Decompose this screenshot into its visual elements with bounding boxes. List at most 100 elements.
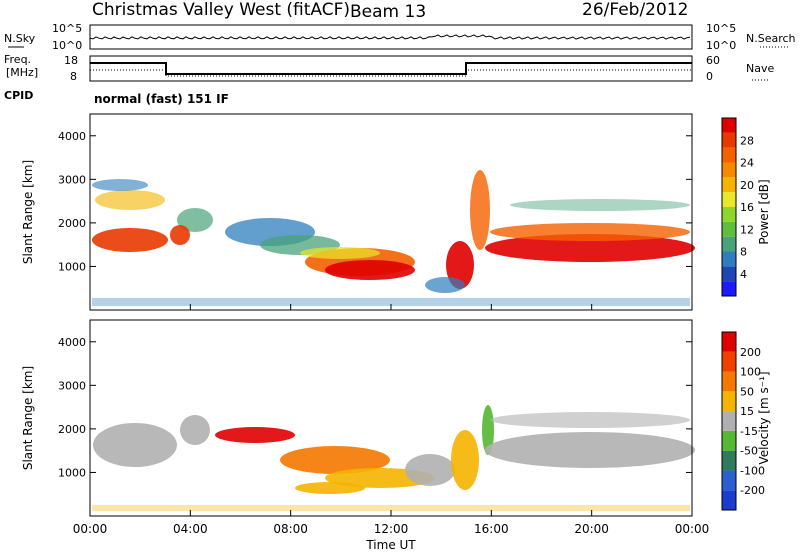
- power-colorbar-segment: [722, 266, 736, 282]
- velocity-colorbar-tick-5: -50: [740, 445, 758, 458]
- power-colorbar-segment: [722, 132, 736, 148]
- x-tick-1: 04:00: [173, 522, 208, 536]
- velocity-colorbar-tick-3: 15: [740, 405, 754, 418]
- heatmap-blob: [215, 427, 295, 443]
- power-colorbar-segment: [722, 236, 736, 252]
- x-tick-6: 00:00: [675, 522, 710, 536]
- heatmap-blob: [300, 247, 380, 259]
- heatmap-blob: [180, 415, 210, 445]
- power-colorbar-segment: [722, 221, 736, 237]
- nave-label: Nave: [746, 62, 774, 75]
- velocity-colorbar: 200 100 50 15 -15 -50 -100 -200: [721, 331, 765, 511]
- plot-title: Christmas Valley West (fitACF): [92, 0, 350, 20]
- heatmap-blob: [95, 190, 165, 210]
- velocity-colorbar-tick-1: 100: [740, 366, 761, 379]
- velocity-colorbar-tick-4: -15: [740, 425, 758, 438]
- heatmap-blob: [425, 277, 465, 293]
- velocity-ylabel: Slant Range [km]: [21, 366, 35, 470]
- freq-label-line1: Freq.: [4, 53, 31, 66]
- noise-sky-trace: [89, 34, 691, 40]
- heatmap-blob: [177, 208, 213, 232]
- heatmap-blob: [510, 199, 690, 211]
- x-tick-0: 00:00: [73, 522, 108, 536]
- power-colorbar-segment: [722, 207, 736, 222]
- power-colorbar-label: Power [dB]: [757, 179, 771, 244]
- nave-tick-bottom: 0: [706, 70, 713, 83]
- nave-tick-top: 60: [706, 54, 720, 67]
- beam-label: Beam 13: [350, 2, 426, 22]
- heatmap-blob: [325, 260, 415, 280]
- power-colorbar: 4 8 12 16 20 24 28: [721, 117, 754, 297]
- heatmap-blob: [92, 228, 168, 252]
- noise-tick-bottom-left: 10^0: [52, 39, 82, 52]
- heatmap-blob: [92, 505, 690, 511]
- date-label: 26/Feb/2012: [582, 0, 688, 20]
- x-tick-3: 12:00: [374, 522, 409, 536]
- power-colorbar-segment: [722, 177, 736, 193]
- power-ytick-0: 1000: [58, 260, 86, 273]
- noise-sky-label: N.Sky: [4, 32, 36, 45]
- heatmap-blob: [92, 298, 690, 306]
- power-colorbar-tick-2: 12: [740, 223, 754, 236]
- heatmap-blob: [93, 423, 177, 467]
- velocity-ytick-3: 4000: [58, 336, 86, 349]
- noise-search-label: N.Search: [746, 32, 796, 45]
- heatmap-blob: [490, 412, 690, 428]
- x-tick-5: 20:00: [574, 522, 609, 536]
- power-colorbar-segment: [722, 118, 736, 133]
- nave-trace: [90, 69, 692, 77]
- heatmap-blob: [280, 446, 390, 474]
- velocity-colorbar-tick-7: -200: [740, 484, 765, 497]
- velocity-colorbar-segment: [722, 332, 736, 352]
- velocity-colorbar-tick-2: 50: [740, 385, 754, 398]
- velocity-colorbar-segment: [722, 430, 736, 451]
- power-colorbar-segment: [722, 147, 736, 163]
- velocity-colorbar-segment: [722, 351, 736, 372]
- velocity-colorbar-tick-6: -100: [740, 464, 765, 477]
- velocity-colorbar-segment: [722, 490, 736, 510]
- power-colorbar-tick-4: 20: [740, 179, 754, 192]
- x-axis-label: Time UT: [365, 538, 416, 552]
- noise-tick-top-right: 10^5: [706, 22, 736, 35]
- x-tick-2: 08:00: [273, 522, 308, 536]
- heatmap-blob: [92, 179, 148, 191]
- power-colorbar-tick-1: 8: [740, 246, 747, 259]
- power-colorbar-segment: [722, 192, 736, 207]
- frequency-panel: Freq. [MHz] 18 8 60 0 Nave: [4, 53, 774, 83]
- power-ytick-1: 2000: [58, 217, 86, 230]
- velocity-ytick-1: 2000: [58, 423, 86, 436]
- power-colorbar-segment: [722, 281, 736, 296]
- heatmap-blob: [451, 430, 479, 490]
- noise-tick-top-left: 10^5: [52, 22, 82, 35]
- power-ylabel: Slant Range [km]: [21, 160, 35, 264]
- velocity-ytick-0: 1000: [58, 466, 86, 479]
- heatmap-blob: [295, 482, 365, 494]
- velocity-colorbar-segment: [722, 391, 736, 412]
- heatmap-blob: [485, 432, 695, 468]
- power-colorbar-tick-0: 4: [740, 268, 747, 281]
- velocity-colorbar-segment: [722, 450, 736, 471]
- velocity-colorbar-tick-0: 200: [740, 346, 761, 359]
- power-ytick-2: 3000: [58, 173, 86, 186]
- power-heatmap-panel: 1000 2000 3000 4000 Slant Range [km] 4 8 12 16…: [21, 113, 771, 311]
- heatmap-blob: [470, 170, 490, 250]
- freq-tick-top: 18: [64, 54, 78, 67]
- velocity-colorbar-segment: [722, 371, 736, 392]
- cpid-label: CPID: [4, 89, 33, 102]
- x-tick-4: 16:00: [474, 522, 509, 536]
- velocity-colorbar-segment: [722, 411, 736, 431]
- velocity-heatmap-panel: 1000 2000 3000 4000 Slant Range [km] 200 100…: [21, 319, 771, 517]
- heatmap-blob: [446, 241, 474, 289]
- velocity-ytick-2: 3000: [58, 379, 86, 392]
- power-colorbar-segment: [722, 162, 736, 178]
- power-ytick-3: 4000: [58, 130, 86, 143]
- x-axis: 00:00 04:00 08:00 12:00 16:00 20:00 00:00: [73, 304, 710, 536]
- noise-tick-bottom-right: 10^0: [706, 39, 736, 52]
- power-colorbar-segment: [722, 251, 736, 267]
- velocity-colorbar-segment: [722, 470, 736, 491]
- heatmap-blob: [482, 405, 494, 455]
- power-colorbar-tick-3: 16: [740, 201, 754, 214]
- freq-tick-bottom: 8: [70, 70, 77, 83]
- heatmap-blob: [490, 223, 690, 241]
